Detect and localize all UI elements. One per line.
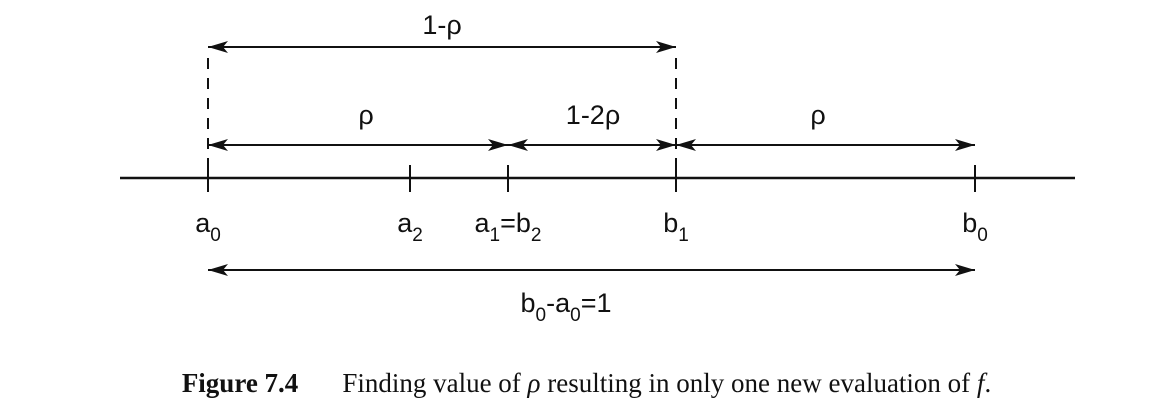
label-b0: b0	[962, 208, 988, 246]
label-rho-left: ρ	[358, 100, 373, 130]
interval-diagram: 1-ρ ρ 1-2ρ ρ a0 a2 a1=b2 b1 b0 b0-a0=1	[120, 10, 1075, 326]
caption-text-middle: resulting in only one new evaluation of	[540, 368, 977, 398]
label-a1-equals-b2: a1=b2	[475, 208, 542, 246]
label-a0: a0	[195, 208, 221, 246]
caption-text-before: Finding value of	[342, 368, 528, 398]
caption-rho: ρ	[527, 368, 541, 398]
label-full-interval: b0-a0=1	[520, 288, 611, 326]
label-b1: b1	[663, 208, 689, 246]
label-one-minus-rho: 1-ρ	[422, 10, 461, 40]
caption-f: f	[976, 368, 985, 398]
label-one-minus-two-rho: 1-2ρ	[566, 100, 620, 130]
label-a2: a2	[397, 208, 423, 246]
caption-text-after: .	[984, 368, 992, 398]
figure-label: Figure 7.4	[181, 368, 299, 398]
label-rho-right: ρ	[810, 100, 825, 130]
figure-caption: Figure 7.4 Finding value of ρ resulting i…	[0, 368, 1173, 399]
